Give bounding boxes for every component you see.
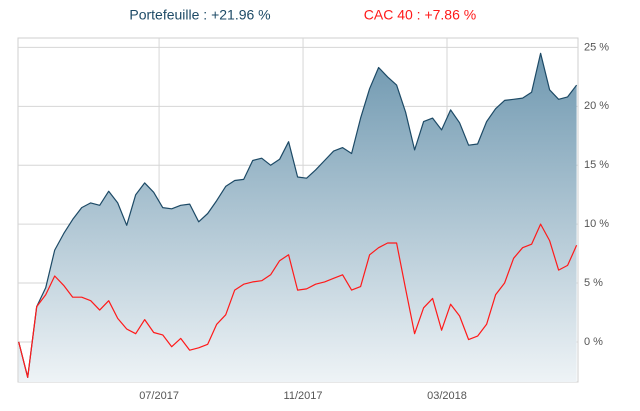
x-tick-label: 11/2017 xyxy=(284,390,323,402)
y-tick-label: 10 % xyxy=(584,218,609,230)
y-tick-label: 20 % xyxy=(584,100,609,112)
marks xyxy=(18,52,578,383)
y-tick-label: 15 % xyxy=(584,159,609,171)
labels: 0 % 5 % 10 % 15 % 20 % 25 % 07/2017 11/2017 03/2… xyxy=(129,7,609,402)
line xyxy=(18,223,578,378)
x-tick-label: 03/2018 xyxy=(427,390,467,402)
area xyxy=(18,53,577,383)
legend-entry: CAC 40 : +7.86 % xyxy=(364,7,476,23)
y-tick-label: 0 % xyxy=(584,336,603,348)
legend-entry: Portefeuille : +21.96 % xyxy=(129,7,270,23)
x-tick-label: 07/2017 xyxy=(139,390,179,402)
y-tick-label: 5 % xyxy=(584,277,603,289)
y-tick-label: 25 % xyxy=(584,41,609,53)
line xyxy=(18,52,578,378)
